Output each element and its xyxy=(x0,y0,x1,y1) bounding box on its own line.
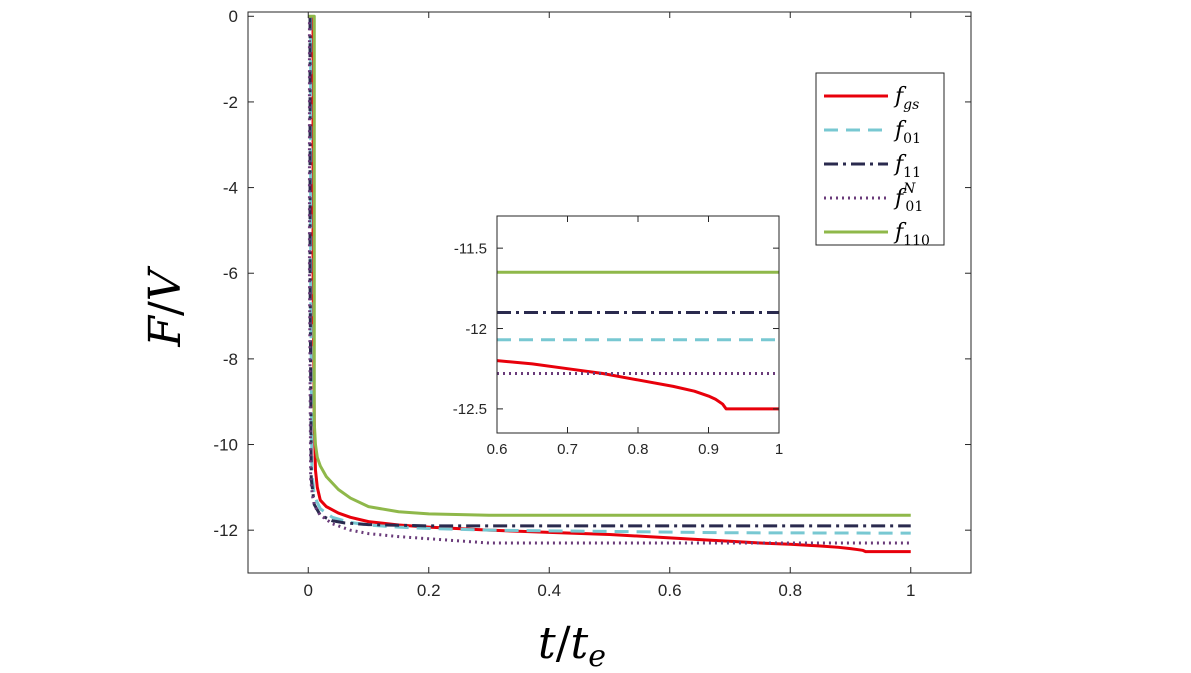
main-x-tick-label: 0.8 xyxy=(778,581,802,600)
legend-box xyxy=(815,72,945,246)
y-label-slash: / xyxy=(140,301,191,316)
main-x-tick-label: 0 xyxy=(304,581,313,600)
x-label-slash: / xyxy=(556,618,571,669)
main-x-ticks: 0 0.2 0.4 0.6 0.8 1 xyxy=(304,12,915,600)
inset-series-f-gs xyxy=(497,359,779,411)
main-y-tick-label: -2 xyxy=(223,93,238,112)
legend-label-sub: 01 xyxy=(903,131,921,147)
main-series-f-01-n xyxy=(307,16,911,545)
inset-y-tick-label: -12 xyxy=(465,321,487,338)
main-y-ticks: 0 -2 -4 -6 -8 -10 -12 xyxy=(213,7,971,540)
x-label-den: t xyxy=(571,618,589,669)
inset-background xyxy=(497,216,779,433)
legend-label-sub: 110 xyxy=(903,233,930,249)
x-axis-label: t/te xyxy=(538,618,606,673)
y-axis-label: F/V xyxy=(140,265,191,347)
main-frame xyxy=(247,11,972,574)
x-label-sub: e xyxy=(588,639,606,673)
main-y-tick-label: -8 xyxy=(223,350,238,369)
main-series-f-11 xyxy=(308,16,911,528)
inset-y-tick-label: -11.5 xyxy=(454,240,487,257)
legend-label-sub: 01 xyxy=(905,199,923,215)
inset-plot xyxy=(496,215,780,434)
main-y-tick-label: 0 xyxy=(229,7,238,26)
main-y-tick-label: -10 xyxy=(213,435,238,454)
x-label-num: t xyxy=(538,618,556,669)
y-label-num: F xyxy=(140,315,191,348)
inset-x-ticks: 0.6 0.7 0.8 0.9 1 xyxy=(487,216,783,458)
main-y-tick-label: -4 xyxy=(223,179,238,198)
main-x-tick-label: 0.4 xyxy=(537,581,561,600)
inset-x-tick-label: 0.8 xyxy=(628,441,649,458)
main-y-tick-label: -6 xyxy=(223,264,238,283)
main-y-tick-label: -12 xyxy=(213,521,238,540)
main-x-tick-label: 0.6 xyxy=(658,581,682,600)
legend-label: fN 01 xyxy=(893,181,923,215)
inset-x-tick-label: 0.7 xyxy=(557,441,578,458)
legend-label-sub: 11 xyxy=(903,165,921,181)
main-series-f-110 xyxy=(308,14,911,517)
legend-label-sub: gs xyxy=(903,97,919,113)
main-series-f-gs xyxy=(311,16,911,554)
inset-x-tick-label: 1 xyxy=(775,441,783,458)
main-x-tick-label: 1 xyxy=(906,581,915,600)
y-label-den: V xyxy=(140,265,191,301)
main-x-tick-label: 0.2 xyxy=(417,581,441,600)
inset-x-tick-label: 0.9 xyxy=(698,441,719,458)
legend-label-sup: N xyxy=(902,181,916,197)
inset-y-tick-label: -12.5 xyxy=(453,401,487,418)
inset-x-tick-label: 0.6 xyxy=(487,441,508,458)
inset-y-ticks: -11.5 -12 -12.5 xyxy=(453,240,779,418)
